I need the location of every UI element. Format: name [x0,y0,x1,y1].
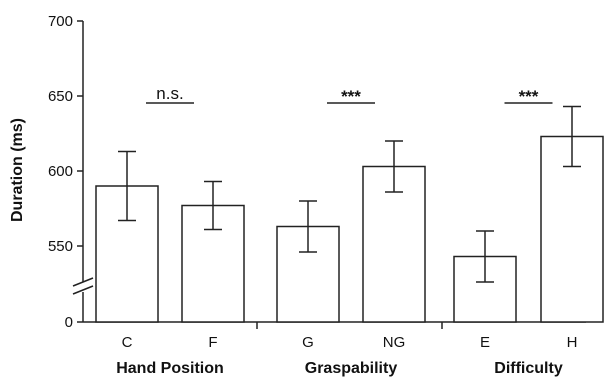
significance-label: *** [519,87,539,106]
y-tick-label: 600 [48,163,73,180]
significance-label: *** [341,87,361,106]
y-tick-label: 550 [48,238,73,255]
axis-break-mark [72,285,94,295]
group-label: Hand Position [116,360,224,377]
x-tick-label: H [567,334,578,351]
bar [540,135,604,323]
group-label: Difficulty [494,360,563,377]
group-label: Graspability [305,360,398,377]
x-tick-label: F [208,334,217,351]
x-tick-label: G [302,334,314,351]
x-tick-label: NG [383,334,406,351]
y-axis-label: Duration (ms) [9,118,26,222]
significance-label: n.s. [156,84,183,103]
axis-break-mark [72,277,94,287]
y-tick-label: 700 [48,13,73,30]
y-tick-label: 0 [65,314,73,331]
y-tick-label: 650 [48,88,73,105]
x-tick-label: C [122,334,133,351]
x-tick-label: E [480,334,490,351]
labels: 550 600 650 700 0 C F G NG E H Hand Position n.s. Gra… [48,13,577,377]
bars [95,105,604,323]
